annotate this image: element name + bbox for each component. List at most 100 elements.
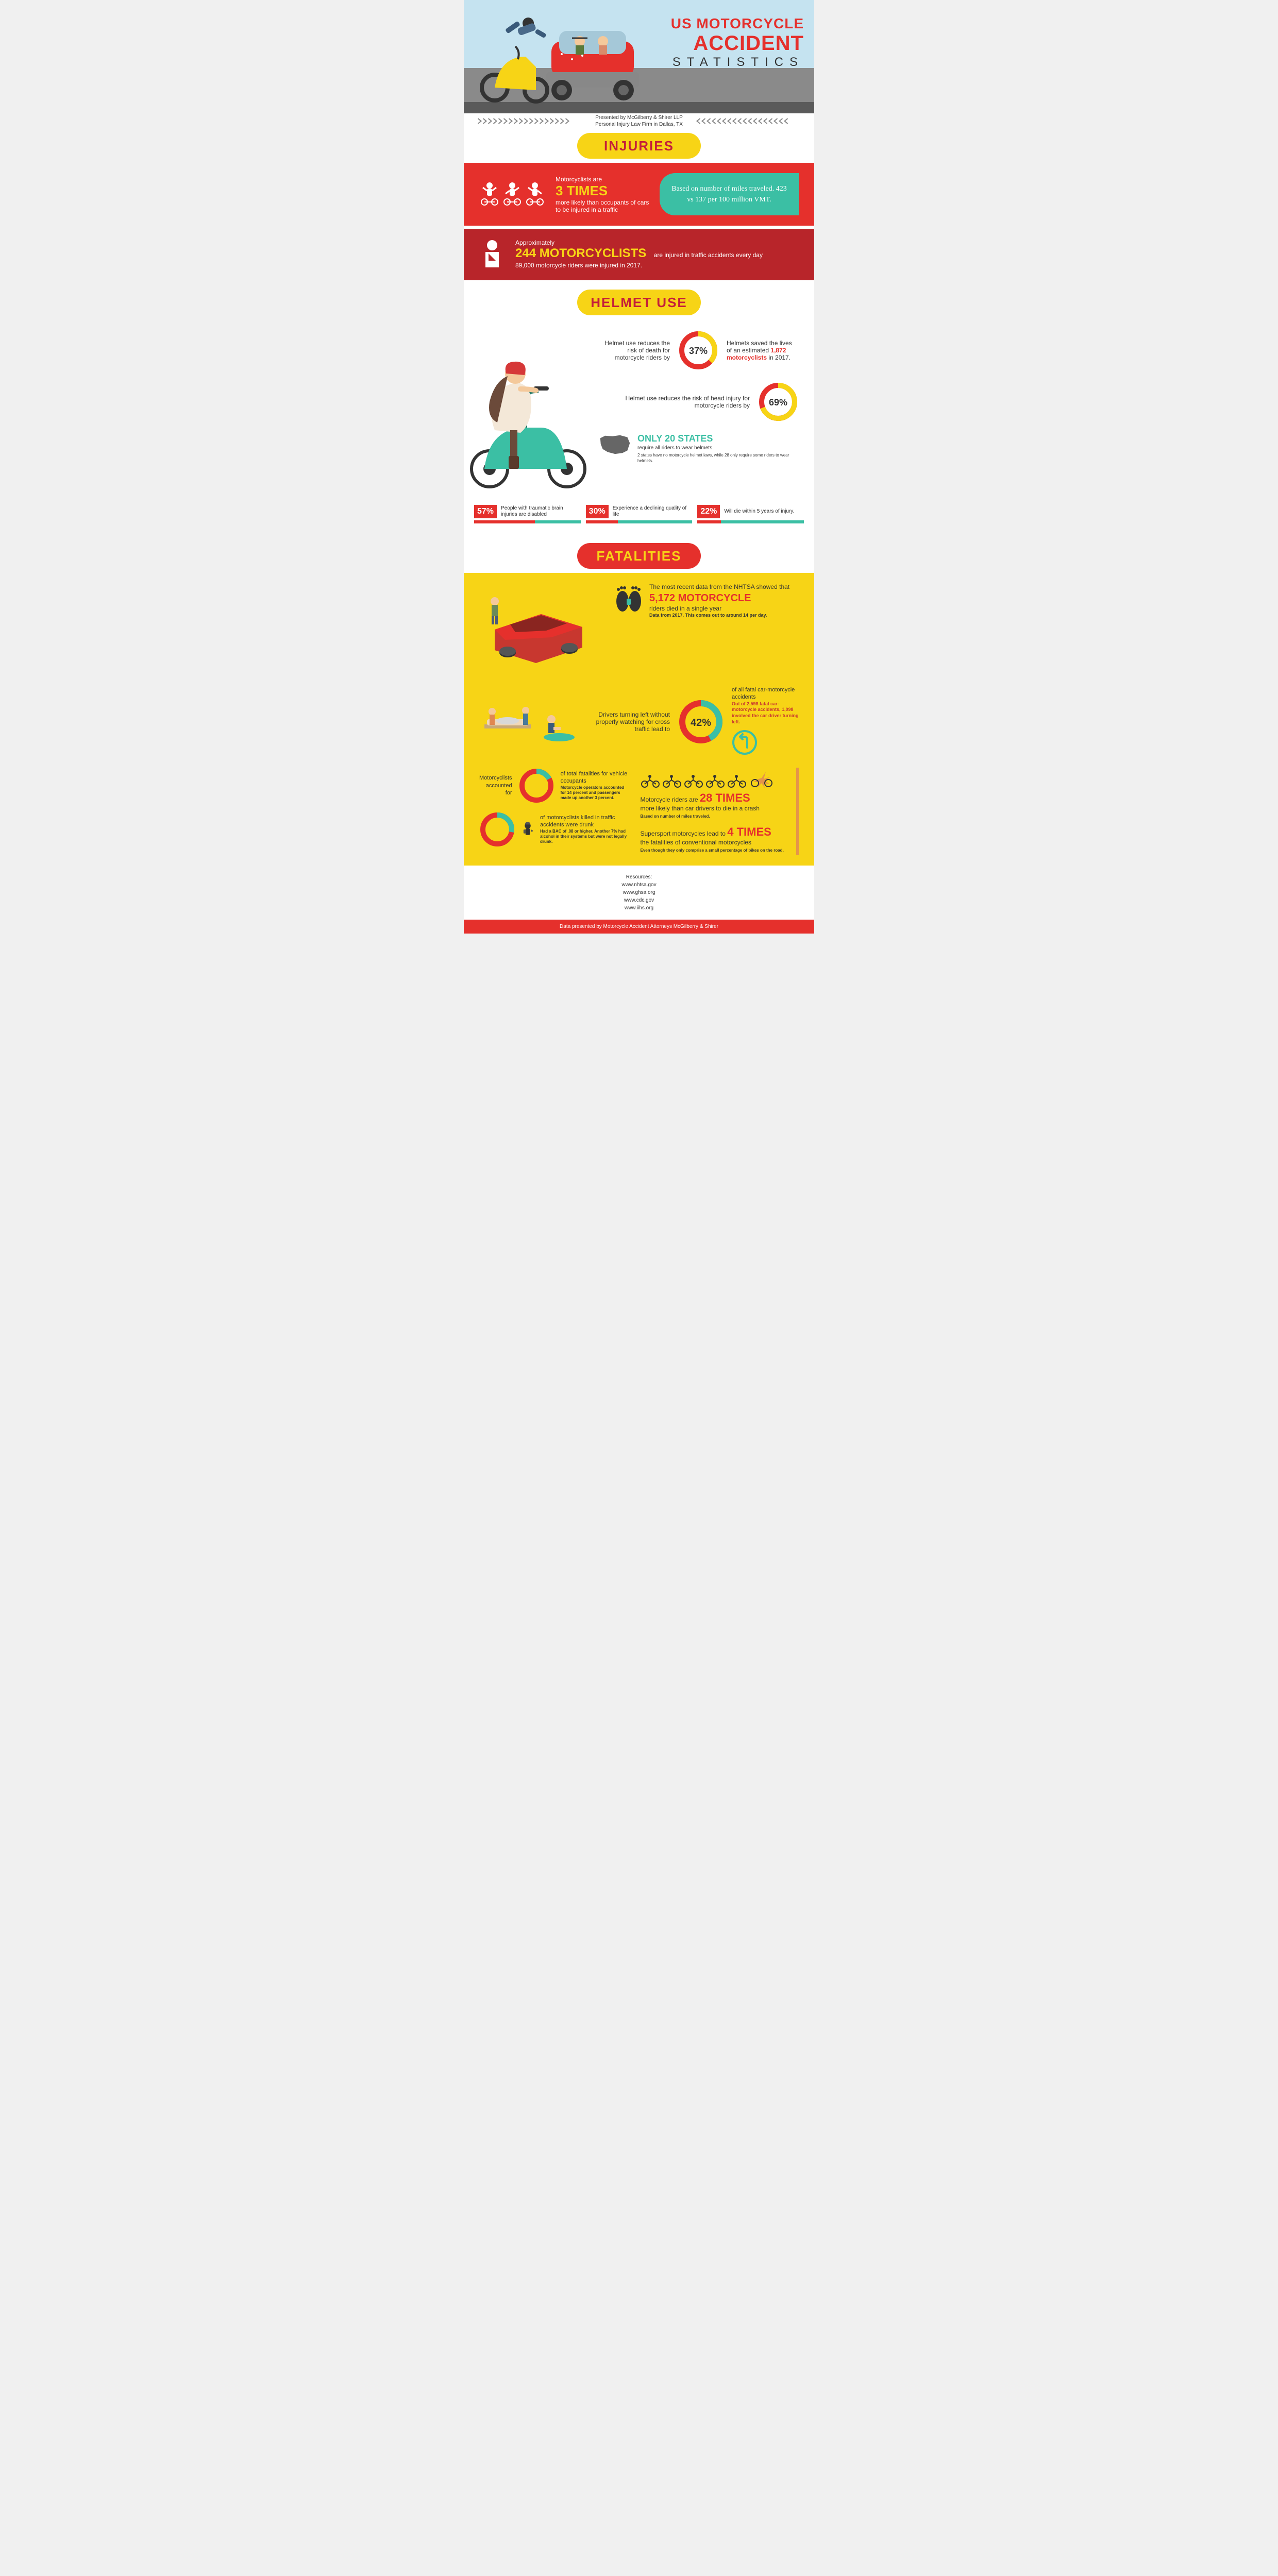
- saved-text: Helmets saved the lives of an estimated …: [727, 340, 799, 361]
- usa-map-icon: [598, 433, 632, 456]
- section-fatalities-heading: FATALITIES: [577, 543, 701, 569]
- mini-bike-icon: [684, 774, 703, 788]
- section-injuries-heading: INJURIES: [577, 133, 701, 159]
- title-line3: STATISTICS: [671, 55, 804, 70]
- s1-pre: The most recent data from the NHTSA show…: [649, 583, 789, 591]
- presented-by: Presented by McGilberry & Shirer LLP Per…: [595, 114, 683, 128]
- death-text: Helmet use reduces the risk of death for…: [598, 340, 670, 361]
- tbi-txt: Experience a declining quality of life: [613, 505, 693, 518]
- deaths-stat: The most recent data from the NHTSA show…: [613, 583, 799, 676]
- approx: Approximately: [515, 239, 763, 246]
- inj-num: 244 MOTORCYCLISTS: [515, 246, 646, 260]
- inj-post: more likely than occupants of cars to be…: [556, 199, 649, 213]
- left-turn-stat: Drivers turning left without properly wa…: [479, 686, 799, 757]
- s3-text: of total fatalities for vehicle occupant…: [561, 770, 630, 785]
- s6-post: the fatalities of conventional motorcycl…: [641, 839, 751, 846]
- scooter-girl-illustration: [459, 350, 598, 495]
- biker-icons: [479, 181, 545, 207]
- injuries-stat-1: Motorcyclists are 3 TIMES more likely th…: [464, 163, 814, 226]
- helmet-stats: Helmet use reduces the risk of death for…: [598, 330, 799, 464]
- crash-bike-icon: [749, 768, 775, 788]
- infographic: US MOTORCYCLE ACCIDENT STATISTICS Presen…: [464, 0, 814, 934]
- donut-69: 69%: [758, 381, 799, 422]
- donut-28: 28%: [479, 811, 515, 848]
- tbi-txt: People with traumatic brain injuries are…: [501, 505, 581, 518]
- occupant-stat: Motorcyclists accounted for 17% of total…: [479, 768, 630, 804]
- svg-text:69%: 69%: [769, 397, 787, 408]
- tbi-stats: 57% People with traumatic brain injuries …: [464, 500, 814, 534]
- track-icon: [693, 117, 804, 125]
- fatalities-section: The most recent data from the NHTSA show…: [464, 573, 814, 866]
- tbi-txt: Will die within 5 years of injury.: [724, 509, 794, 515]
- resource-link: www.iihs.org: [472, 904, 806, 912]
- svg-text:17%: 17%: [528, 782, 545, 791]
- title-line1: US MOTORCYCLE: [671, 15, 804, 32]
- s4-tiny: Had a BAC of .08 or higher. Another 7% h…: [540, 829, 630, 845]
- resource-link: www.ghsa.org: [472, 889, 806, 896]
- fatalities-top: The most recent data from the NHTSA show…: [479, 583, 799, 676]
- tbi-bar: [474, 520, 581, 523]
- donut-42: 42%: [678, 699, 724, 745]
- mini-bike-icon: [641, 774, 660, 788]
- title: US MOTORCYCLE ACCIDENT STATISTICS: [671, 15, 804, 70]
- mini-bike-icon: [705, 774, 725, 788]
- car-crash-illustration: [479, 583, 603, 676]
- svg-text:37%: 37%: [689, 346, 708, 356]
- bottom-right: Motorcycle riders are 28 TIMES more like…: [641, 768, 799, 855]
- tbi-pct: 30%: [586, 505, 609, 518]
- tbi-pct: 22%: [697, 505, 720, 518]
- resources-label: Resources:: [472, 873, 806, 881]
- tbi-bar: [586, 520, 693, 523]
- drunk-stat: 28% of motorcyclists killed in traffic a…: [479, 811, 630, 848]
- tbi-pct: 57%: [474, 505, 497, 518]
- mini-bike-icon: [727, 774, 747, 788]
- resource-link: www.cdc.gov: [472, 896, 806, 904]
- s1-post: riders died in a single year: [649, 605, 789, 613]
- s2-text: Drivers turning left without properly wa…: [590, 711, 670, 733]
- s4-txt: of motorcyclists killed in traffic accid…: [540, 814, 630, 845]
- presented-line1: Presented by McGilberry & Shirer LLP: [595, 114, 683, 121]
- states-big: ONLY 20 STATES: [637, 433, 799, 445]
- donut-37: 37%: [678, 330, 719, 371]
- biker-icon: [525, 181, 545, 207]
- s6: Supersport motorcycles lead to 4 TIMES t…: [641, 825, 792, 853]
- daily-injuries: Approximately 244 MOTORCYCLISTS are inju…: [515, 239, 763, 270]
- saved-t2: in 2017.: [767, 354, 791, 361]
- inj-big: 3 TIMES: [556, 183, 649, 199]
- biker-icon: [502, 181, 523, 207]
- s6-pre: Supersport motorcycles lead to: [641, 830, 726, 837]
- helmet-section: Helmet use reduces the risk of death for…: [464, 319, 814, 500]
- s5-pre: Motorcycle riders are: [641, 796, 698, 803]
- states-l1: require all riders to wear helmets: [637, 445, 799, 451]
- track-icon: [474, 117, 585, 125]
- states-text: ONLY 20 STATES require all riders to wea…: [637, 433, 799, 464]
- s5-post: more likely than car drivers to die in a…: [641, 805, 760, 812]
- attribution-bar: Data presented by Motorcycle Accident At…: [464, 920, 814, 934]
- head-text: Helmet use reduces the risk of head inju…: [598, 395, 750, 409]
- s6-big: 4 TIMES: [727, 825, 771, 838]
- s5: Motorcycle riders are 28 TIMES more like…: [641, 791, 792, 819]
- s4-text: of motorcyclists killed in traffic accid…: [540, 814, 630, 829]
- hero: US MOTORCYCLE ACCIDENT STATISTICS: [464, 0, 814, 113]
- biker-icon: [479, 181, 500, 207]
- inj-pre: Motorcyclists are: [556, 176, 649, 183]
- fatalities-bottom: Motorcyclists accounted for 17% of total…: [479, 768, 799, 855]
- bottom-left: Motorcyclists accounted for 17% of total…: [479, 768, 630, 855]
- turn-left-icon: [732, 730, 758, 755]
- rest1: are injured in traffic accidents every d…: [654, 251, 763, 259]
- tbi-item: 22% Will die within 5 years of injury.: [697, 505, 804, 523]
- crash-illustration: [469, 15, 644, 108]
- injuries-stat-2: Approximately 244 MOTORCYCLISTS are inju…: [464, 229, 814, 280]
- states-l2: 2 states have no motorcycle helmet laws,…: [637, 453, 799, 464]
- s3-pre: Motorcyclists accounted for: [479, 774, 512, 796]
- vmt-callout: Based on number of miles traveled. 423 v…: [660, 173, 799, 215]
- s6-tiny: Even though they only comprise a small p…: [641, 848, 784, 853]
- tire-tracks: Presented by McGilberry & Shirer LLP Per…: [464, 113, 814, 129]
- death-risk-row: Helmet use reduces the risk of death for…: [598, 330, 799, 371]
- injuries-text: Motorcyclists are 3 TIMES more likely th…: [556, 176, 649, 213]
- tbi-item: 30% Experience a declining quality of lif…: [586, 505, 693, 523]
- s1-big: 5,172 MOTORCYCLE: [649, 591, 789, 605]
- donut-17: 17%: [518, 768, 554, 804]
- resources: Resources: www.nhtsa.gov www.ghsa.org ww…: [464, 866, 814, 920]
- s5-big: 28 TIMES: [700, 791, 750, 804]
